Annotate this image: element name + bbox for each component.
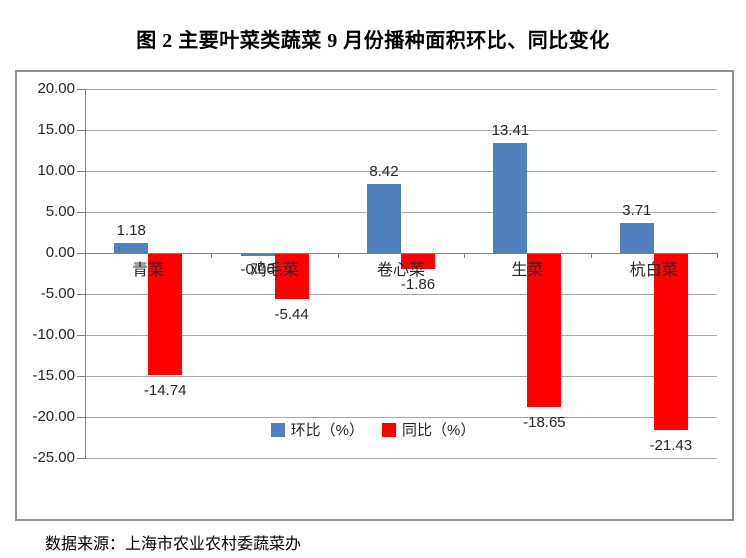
legend-label-yoy: 同比（%） (402, 422, 476, 439)
y-axis-line (85, 89, 86, 459)
legend-label-mom: 环比（%） (290, 422, 364, 439)
gridline (85, 212, 717, 213)
data-label-yoy-1: -5.44 (274, 305, 309, 323)
category-label-3: 生菜 (511, 262, 544, 279)
y-tick-label: -20.00 (32, 408, 75, 425)
category-tick (464, 253, 466, 258)
category-tick (211, 253, 213, 258)
gridline (85, 417, 717, 418)
y-tick-label: -10.00 (32, 326, 75, 343)
legend-marker-yoy (382, 422, 396, 437)
y-tick-label: -15.00 (32, 367, 75, 384)
gridline (85, 458, 717, 459)
gridline (85, 171, 717, 172)
category-label-1: 鸡毛菜 (250, 262, 299, 279)
gridline (85, 130, 717, 131)
y-tick (77, 89, 85, 90)
data-label-yoy-3: -18.65 (523, 413, 566, 431)
y-tick (77, 130, 85, 131)
y-tick-label: 10.00 (37, 162, 75, 179)
category-tick (337, 253, 339, 258)
y-tick (77, 335, 85, 336)
data-label-mom-3: 13.41 (491, 122, 530, 140)
y-tick (77, 294, 85, 295)
gridline (85, 89, 717, 90)
legend-item-yoy: 同比（%） (382, 419, 475, 440)
y-tick-label: -25.00 (32, 449, 75, 466)
legend-item-mom: 环比（%） (270, 419, 364, 440)
category-tick (85, 253, 86, 258)
data-label-mom-0: 1.18 (116, 222, 146, 240)
y-tick (77, 171, 85, 172)
category-label-2: 卷心菜 (376, 262, 426, 279)
chart-frame (15, 70, 734, 521)
gridline (85, 294, 717, 295)
bar-yoy-2 (401, 254, 435, 270)
source-note: 数据来源：上海市农业农村委蔬菜办 (45, 536, 302, 553)
data-label-mom-4: 3.71 (622, 201, 652, 219)
data-label-yoy-0: -14.74 (143, 381, 187, 399)
category-label-4: 杭白菜 (629, 262, 678, 279)
bar-mom-0 (114, 243, 149, 253)
y-tick-label: 5.00 (45, 203, 75, 220)
bar-yoy-1 (274, 254, 309, 299)
chart-title: 图 2 主要叶菜类蔬菜 9 月份播种面积环比、同比变化 (136, 30, 610, 52)
y-tick-label: -5.00 (40, 285, 75, 302)
bar-mom-2 (367, 183, 401, 253)
legend-marker-mom (270, 422, 285, 437)
bar-mom-3 (493, 143, 528, 253)
y-tick-label: 0.00 (45, 244, 75, 261)
gridline (85, 335, 717, 336)
bar-yoy-4 (653, 254, 688, 430)
data-label-mom-2: 8.42 (369, 162, 399, 180)
y-tick (77, 458, 85, 459)
bar-yoy-0 (148, 254, 183, 375)
legend: 环比（%） 同比（%） (0, 419, 746, 440)
category-label-0: 青菜 (132, 262, 165, 279)
category-tick (717, 253, 718, 258)
bar-yoy-3 (527, 254, 562, 407)
y-tick-label: 15.00 (37, 121, 75, 138)
data-label-mom-1: -0.06 (240, 261, 275, 279)
gridline (85, 376, 717, 377)
y-tick (77, 212, 85, 213)
data-label-yoy-4: -21.43 (649, 436, 693, 454)
y-tick (77, 376, 85, 377)
y-tick (77, 417, 85, 418)
data-label-yoy-2: -1.86 (400, 276, 436, 294)
bar-mom-4 (619, 222, 654, 253)
y-tick (77, 253, 85, 254)
y-tick-label: 20.00 (37, 80, 75, 97)
category-tick (590, 253, 592, 258)
bar-mom-1 (240, 254, 275, 256)
x-axis-zero-line (85, 253, 717, 254)
